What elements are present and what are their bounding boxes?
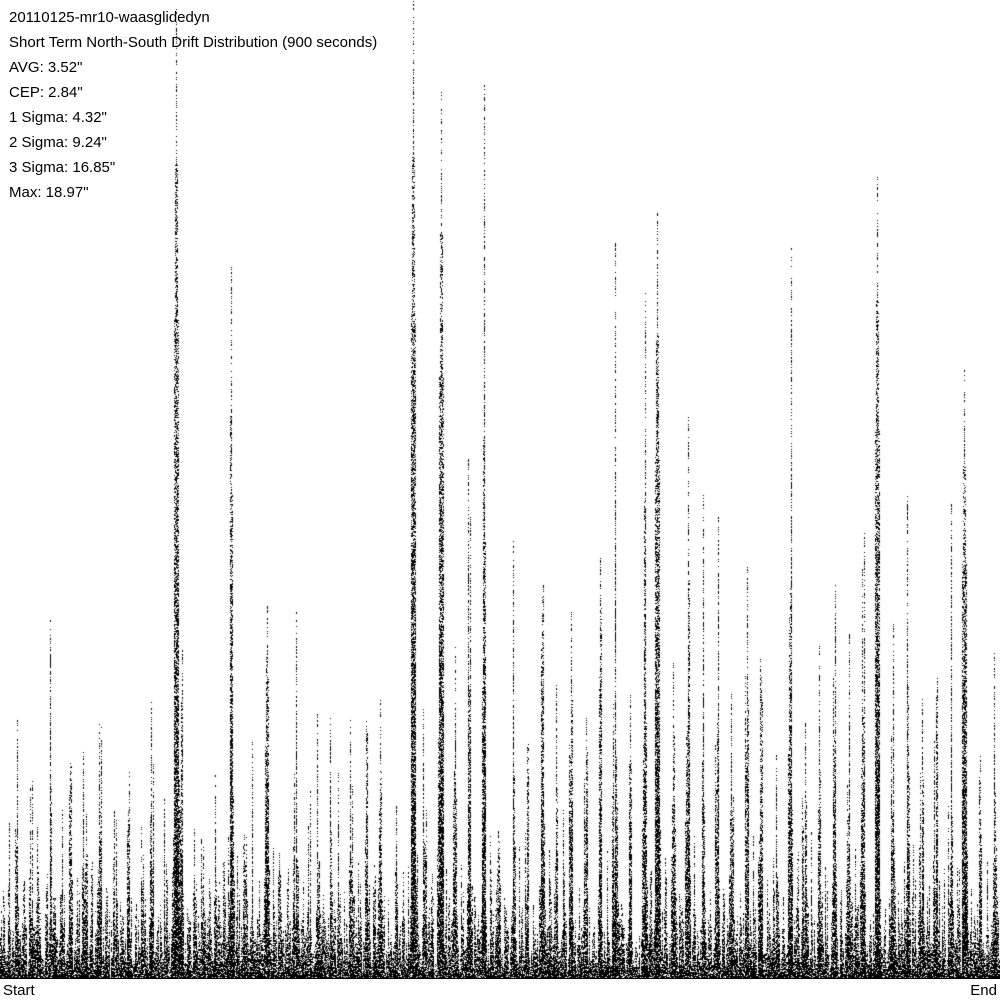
- dataset-title: 20110125-mr10-waasglidedyn: [9, 9, 210, 26]
- stat-sigma-3: 3 Sigma: 16.85": [9, 159, 116, 176]
- stat-sigma-1: 1 Sigma: 4.32": [9, 109, 107, 126]
- chart-subtitle: Short Term North-South Drift Distributio…: [9, 34, 378, 51]
- drift-distribution-chart: [0, 0, 1000, 979]
- stat-cep: CEP: 2.84": [9, 84, 83, 101]
- stat-max: Max: 18.97": [9, 184, 89, 201]
- x-axis-labels: Start End: [0, 981, 1000, 1000]
- stat-sigma-2: 2 Sigma: 9.24": [9, 134, 107, 151]
- x-axis-end-label: End: [970, 982, 997, 999]
- drift-plot-area: [0, 0, 1000, 979]
- stat-avg: AVG: 3.52": [9, 59, 83, 76]
- x-axis-start-label: Start: [3, 982, 35, 999]
- statistics-legend: 20110125-mr10-waasglidedyn Short Term No…: [9, 5, 439, 205]
- x-axis-line: [0, 978, 1000, 979]
